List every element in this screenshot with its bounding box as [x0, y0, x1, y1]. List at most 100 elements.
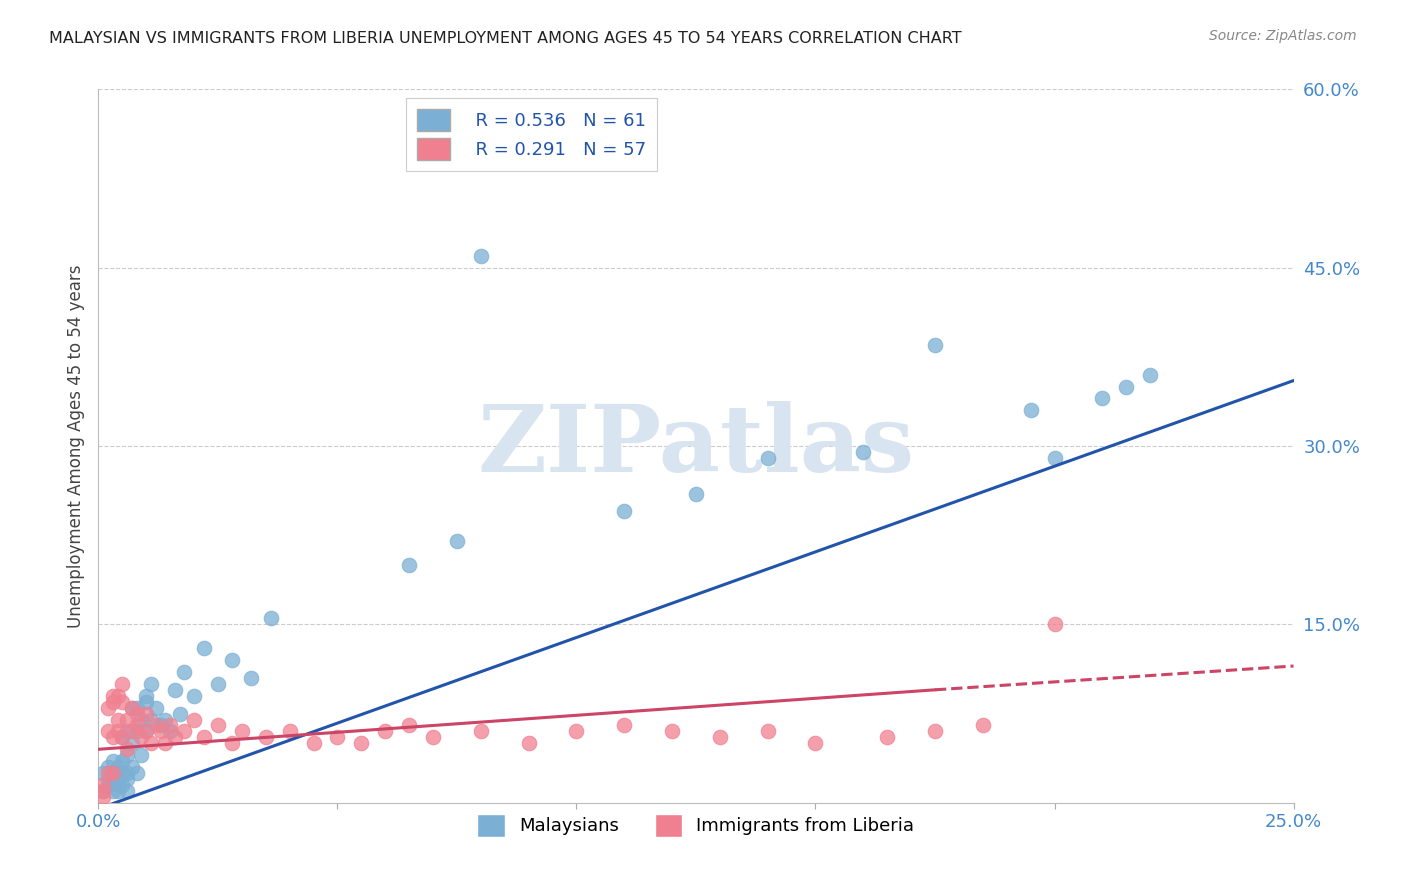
- Point: [135, 695, 157, 709]
- Point: [613, 504, 636, 518]
- Point: [876, 731, 898, 745]
- Point: [121, 700, 143, 714]
- Point: [121, 700, 143, 714]
- Point: [91, 784, 114, 798]
- Point: [101, 766, 124, 780]
- Point: [111, 731, 134, 745]
- Point: [107, 772, 129, 786]
- Point: [139, 713, 162, 727]
- Point: [121, 760, 143, 774]
- Point: [193, 641, 215, 656]
- Point: [107, 689, 129, 703]
- Point: [91, 789, 114, 804]
- Point: [115, 748, 138, 763]
- Point: [111, 695, 134, 709]
- Point: [231, 724, 253, 739]
- Point: [207, 677, 229, 691]
- Point: [1115, 379, 1137, 393]
- Point: [804, 736, 827, 750]
- Point: [97, 778, 120, 792]
- Point: [145, 718, 167, 732]
- Point: [193, 731, 215, 745]
- Point: [101, 695, 124, 709]
- Point: [139, 677, 162, 691]
- Point: [1091, 392, 1114, 406]
- Point: [924, 724, 946, 739]
- Point: [173, 665, 195, 679]
- Point: [111, 766, 134, 780]
- Point: [101, 784, 124, 798]
- Point: [115, 713, 138, 727]
- Point: [398, 718, 420, 732]
- Point: [163, 682, 186, 697]
- Point: [97, 760, 120, 774]
- Point: [756, 724, 779, 739]
- Point: [661, 724, 683, 739]
- Point: [101, 689, 124, 703]
- Point: [159, 724, 181, 739]
- Point: [756, 450, 779, 465]
- Point: [155, 713, 177, 727]
- Point: [302, 736, 325, 750]
- Point: [613, 718, 636, 732]
- Point: [115, 766, 138, 780]
- Point: [111, 677, 134, 691]
- Point: [145, 700, 167, 714]
- Point: [135, 689, 157, 703]
- Point: [115, 784, 138, 798]
- Point: [163, 731, 186, 745]
- Point: [111, 731, 134, 745]
- Point: [97, 766, 120, 780]
- Point: [97, 772, 120, 786]
- Legend: Malaysians, Immigrants from Liberia: Malaysians, Immigrants from Liberia: [470, 807, 922, 844]
- Text: ZIPatlas: ZIPatlas: [478, 401, 914, 491]
- Point: [121, 724, 143, 739]
- Point: [101, 754, 124, 768]
- Text: Source: ZipAtlas.com: Source: ZipAtlas.com: [1209, 29, 1357, 43]
- Point: [350, 736, 373, 750]
- Point: [1019, 403, 1042, 417]
- Point: [470, 249, 492, 263]
- Point: [125, 700, 148, 714]
- Point: [101, 731, 124, 745]
- Point: [1043, 450, 1066, 465]
- Point: [240, 671, 263, 685]
- Point: [398, 558, 420, 572]
- Point: [91, 784, 114, 798]
- Point: [111, 754, 134, 768]
- Point: [149, 718, 172, 732]
- Point: [259, 611, 281, 625]
- Point: [107, 784, 129, 798]
- Point: [1043, 617, 1066, 632]
- Point: [221, 653, 243, 667]
- Point: [125, 718, 148, 732]
- Point: [173, 724, 195, 739]
- Point: [125, 766, 148, 780]
- Text: MALAYSIAN VS IMMIGRANTS FROM LIBERIA UNEMPLOYMENT AMONG AGES 45 TO 54 YEARS CORR: MALAYSIAN VS IMMIGRANTS FROM LIBERIA UNE…: [49, 31, 962, 46]
- Point: [131, 713, 153, 727]
- Point: [155, 736, 177, 750]
- Point: [131, 748, 153, 763]
- Point: [125, 724, 148, 739]
- Y-axis label: Unemployment Among Ages 45 to 54 years: Unemployment Among Ages 45 to 54 years: [66, 264, 84, 628]
- Point: [107, 760, 129, 774]
- Point: [422, 731, 444, 745]
- Point: [709, 731, 731, 745]
- Point: [101, 766, 124, 780]
- Point: [183, 713, 205, 727]
- Point: [183, 689, 205, 703]
- Point: [115, 724, 138, 739]
- Point: [517, 736, 540, 750]
- Point: [149, 724, 172, 739]
- Point: [254, 731, 277, 745]
- Point: [91, 778, 114, 792]
- Point: [115, 772, 138, 786]
- Point: [107, 778, 129, 792]
- Point: [278, 724, 301, 739]
- Point: [565, 724, 588, 739]
- Point: [852, 445, 875, 459]
- Point: [972, 718, 994, 732]
- Point: [135, 724, 157, 739]
- Point: [446, 534, 468, 549]
- Point: [125, 706, 148, 721]
